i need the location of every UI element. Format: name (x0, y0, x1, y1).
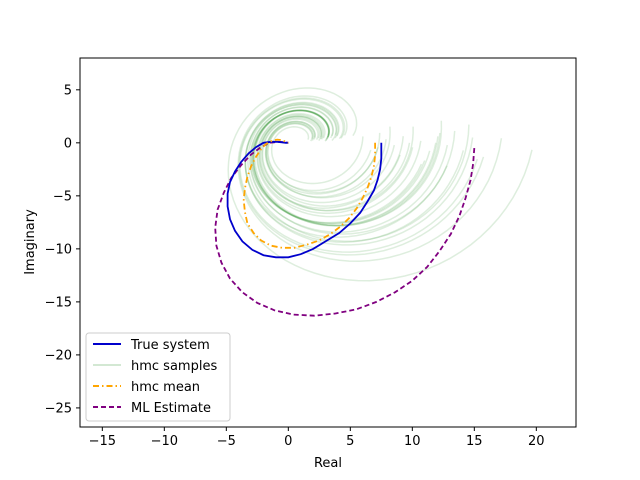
hmc-sample-line (266, 122, 372, 192)
series-lines-group (214, 138, 476, 317)
hmc-sample-line (265, 121, 379, 195)
x-tick-label: 10 (404, 434, 421, 449)
hmc-sample-line (259, 115, 414, 212)
x-tick-label: 15 (466, 434, 483, 449)
hmc-sample-line (237, 95, 503, 262)
hmc-sample-line (244, 101, 474, 246)
hmc-sample-line (264, 120, 387, 198)
legend-hmc-samples-label: hmc samples (131, 359, 217, 374)
hmc-sample-line (249, 106, 456, 235)
hmc-sample-line (261, 118, 396, 204)
hmc-mean-line (242, 138, 376, 249)
y-tick-label: 0 (64, 136, 72, 151)
ml-estimate-line (214, 140, 476, 317)
hmc-sample-line (252, 109, 439, 227)
legend-ml-estimate-label: ML Estimate (131, 401, 211, 416)
legend-hmc-mean-label: hmc mean (131, 380, 200, 395)
y-tick-label: −5 (53, 189, 72, 204)
x-axis-label: Real (314, 456, 342, 471)
y-tick-label: −25 (45, 401, 72, 416)
hmc-sample-line (250, 109, 423, 224)
legend-true-system-label: True system (130, 338, 210, 353)
hmc-sample-line (247, 103, 470, 242)
hmc-sample-line (244, 104, 448, 238)
hmc-sample-line (258, 115, 411, 212)
hmc-sample-line (270, 126, 364, 185)
plot-frame (79, 57, 577, 428)
y-axis-label: Imaginary (23, 209, 38, 275)
x-tick-label: 0 (284, 434, 292, 449)
hmc-sample-line (249, 106, 449, 233)
x-tick-label: −5 (217, 434, 236, 449)
x-tick-label: 20 (528, 434, 545, 449)
y-tick-label: 5 (64, 83, 72, 98)
x-tick-label: 5 (346, 434, 354, 449)
x-tick-label: −15 (89, 434, 116, 449)
hmc-sample-line (239, 98, 479, 253)
hmc-samples-group (227, 87, 533, 282)
y-tick-label: −15 (45, 295, 72, 310)
y-tick-label: −10 (45, 242, 72, 257)
hmc-sample-line (265, 120, 391, 199)
y-tick-label: −20 (45, 348, 72, 363)
axis-ticks-group: −15 −10 −5 0 5 10 15 20 5 0 −5 −10 −15 −20 −25 (45, 83, 545, 449)
hmc-sample-line (227, 87, 533, 282)
legend-box (85, 332, 231, 422)
hmc-sample-line (267, 122, 381, 194)
legend: True system hmc samples hmc mean ML Esti… (85, 332, 231, 422)
x-tick-label: −10 (151, 434, 178, 449)
true-system-line (226, 140, 383, 259)
hmc-sample-line (252, 109, 437, 227)
hmc-sample-line (261, 117, 404, 207)
hmc-sample-line (238, 97, 485, 256)
hmc-sample-line (254, 109, 443, 227)
